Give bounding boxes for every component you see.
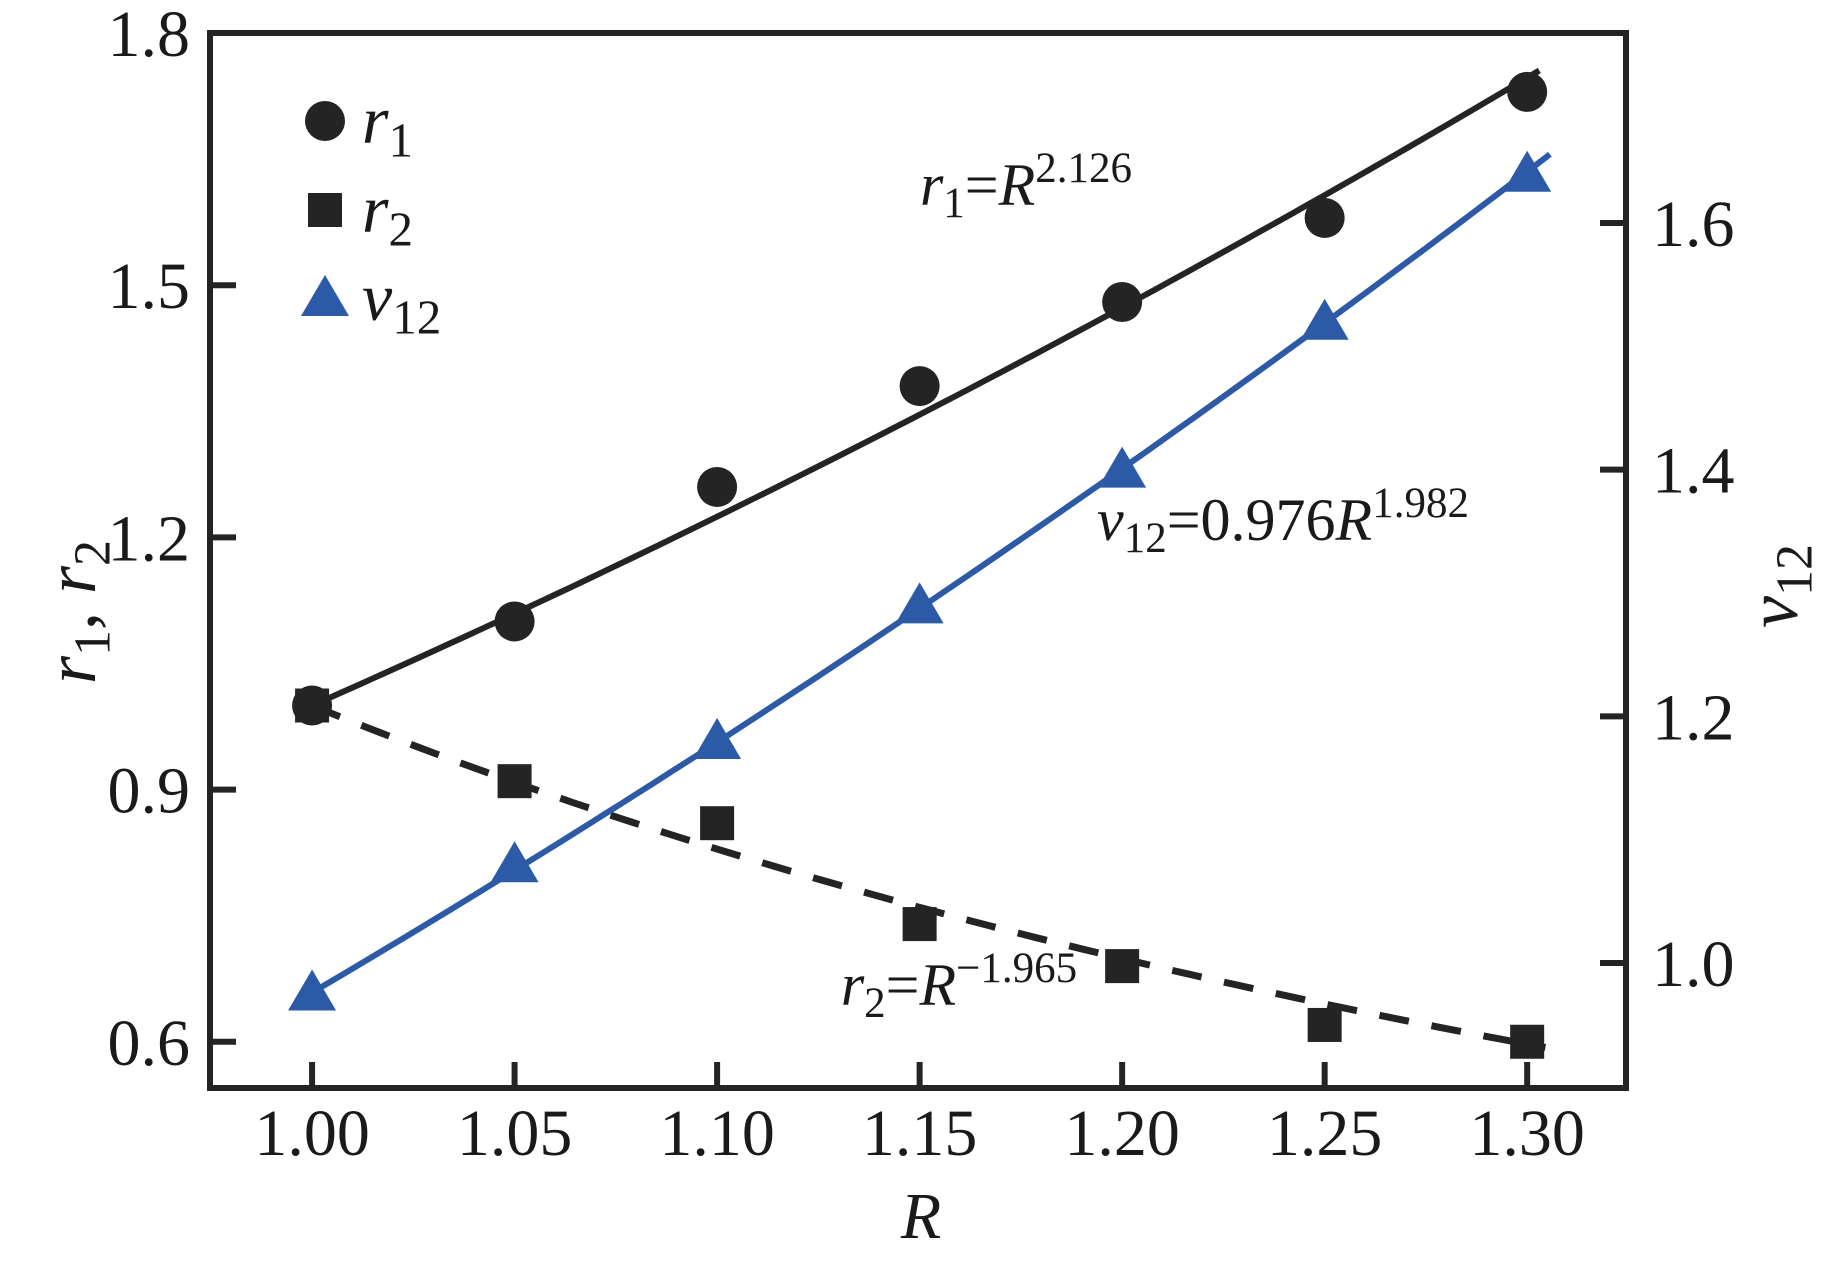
plot-frame xyxy=(207,30,1629,1091)
y-left-tick-label: 1.5 xyxy=(108,250,191,323)
r2-point xyxy=(700,806,735,841)
y-left-tick-label: 0.9 xyxy=(108,755,191,828)
v12-point xyxy=(1503,150,1552,192)
y-right-tick-label: 1.6 xyxy=(1652,188,1735,261)
r1-point xyxy=(899,366,940,407)
x-tick-label: 1.25 xyxy=(1267,1097,1383,1170)
y-right-axis-label: v12 xyxy=(1733,544,1823,628)
legend-item-r2: r2 xyxy=(308,171,413,257)
x-tick-label: 1.15 xyxy=(862,1097,978,1170)
y-right-tick-label: 1.0 xyxy=(1652,928,1735,1001)
r1-point xyxy=(1304,197,1345,238)
legend-item-v12: v12 xyxy=(301,259,441,345)
legend-label-r1: r1 xyxy=(362,82,413,168)
r1-point xyxy=(1507,71,1548,112)
r1-point xyxy=(494,601,535,642)
r2-point xyxy=(1105,949,1140,984)
r2-point xyxy=(902,907,937,942)
legend-item-r1: r1 xyxy=(305,82,413,168)
r1-fit-equation: r1=R2.126 xyxy=(920,145,1132,227)
y-right-tick-label: 1.2 xyxy=(1652,681,1735,754)
x-tick-label: 1.30 xyxy=(1469,1097,1585,1170)
r2-point xyxy=(497,764,532,799)
v12-point xyxy=(288,969,337,1011)
r2-point xyxy=(295,688,330,723)
v12-point xyxy=(895,582,944,624)
legend-label-r2: r2 xyxy=(362,171,413,257)
r1-point xyxy=(1102,282,1143,323)
x-axis-label: R xyxy=(900,1180,941,1253)
legend-marker-circle-icon xyxy=(305,101,345,141)
v12-fit-equation: v12=0.976R1.982 xyxy=(1097,480,1469,562)
v12-point xyxy=(490,841,539,883)
y-left-axis-label: r1, r2 xyxy=(31,540,121,684)
legend-label-v12: v12 xyxy=(362,259,441,345)
x-tick-label: 1.20 xyxy=(1064,1097,1180,1170)
y-right-tick-label: 1.4 xyxy=(1652,435,1735,508)
x-tick-label: 1.05 xyxy=(457,1097,573,1170)
y-left-tick-label: 1.8 xyxy=(108,0,191,71)
legend-marker-square-icon xyxy=(308,193,342,227)
r2-fit-equation: r2=R−1.965 xyxy=(841,945,1077,1027)
r2-point xyxy=(1307,1007,1342,1042)
legend-marker-triangle-icon xyxy=(301,275,349,316)
y-left-tick-label: 1.2 xyxy=(108,502,191,575)
r1-point xyxy=(697,466,738,507)
x-tick-label: 1.00 xyxy=(254,1097,370,1170)
r2-point xyxy=(1510,1024,1545,1059)
v12-point xyxy=(1300,298,1349,340)
v12-point xyxy=(1098,446,1147,488)
x-tick-label: 1.10 xyxy=(659,1097,775,1170)
v12-point xyxy=(693,717,742,759)
y-left-tick-label: 0.6 xyxy=(108,1007,191,1080)
